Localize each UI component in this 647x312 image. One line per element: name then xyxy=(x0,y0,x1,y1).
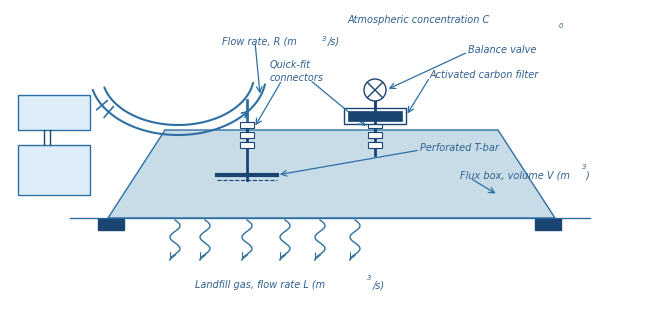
Text: Balance valve: Balance valve xyxy=(468,45,536,55)
Text: LOGGER: LOGGER xyxy=(32,170,76,179)
Text: Flow rate, R (m: Flow rate, R (m xyxy=(222,37,297,47)
Bar xyxy=(240,132,254,138)
Text: Landfill gas, flow rate L (m: Landfill gas, flow rate L (m xyxy=(195,280,325,290)
Text: DETECTOR: DETECTOR xyxy=(26,108,82,117)
Text: 3: 3 xyxy=(582,164,586,170)
Bar xyxy=(535,219,561,230)
Bar xyxy=(368,122,382,128)
Text: Flux box, volume V (m: Flux box, volume V (m xyxy=(460,170,570,180)
Text: DATA: DATA xyxy=(40,158,68,167)
Bar xyxy=(344,108,406,124)
Text: /s): /s) xyxy=(373,280,385,290)
FancyBboxPatch shape xyxy=(18,145,90,195)
Text: Quick-fit: Quick-fit xyxy=(270,60,311,70)
Polygon shape xyxy=(108,130,555,218)
Text: connectors: connectors xyxy=(270,73,324,83)
Text: 3: 3 xyxy=(367,275,371,281)
Bar xyxy=(240,122,254,128)
Circle shape xyxy=(364,79,386,101)
Text: 3: 3 xyxy=(322,36,327,42)
Bar xyxy=(348,111,402,121)
Bar xyxy=(98,219,124,230)
Text: 0: 0 xyxy=(559,23,564,29)
FancyBboxPatch shape xyxy=(18,95,90,130)
Bar xyxy=(368,142,382,148)
Bar xyxy=(368,132,382,138)
Text: Activated carbon filter: Activated carbon filter xyxy=(430,70,539,80)
Text: /s): /s) xyxy=(328,37,340,47)
Text: ): ) xyxy=(586,170,590,180)
Text: Perforated T-bar: Perforated T-bar xyxy=(420,143,499,153)
Bar xyxy=(240,142,254,148)
Text: Atmospheric concentration C: Atmospheric concentration C xyxy=(348,15,490,25)
